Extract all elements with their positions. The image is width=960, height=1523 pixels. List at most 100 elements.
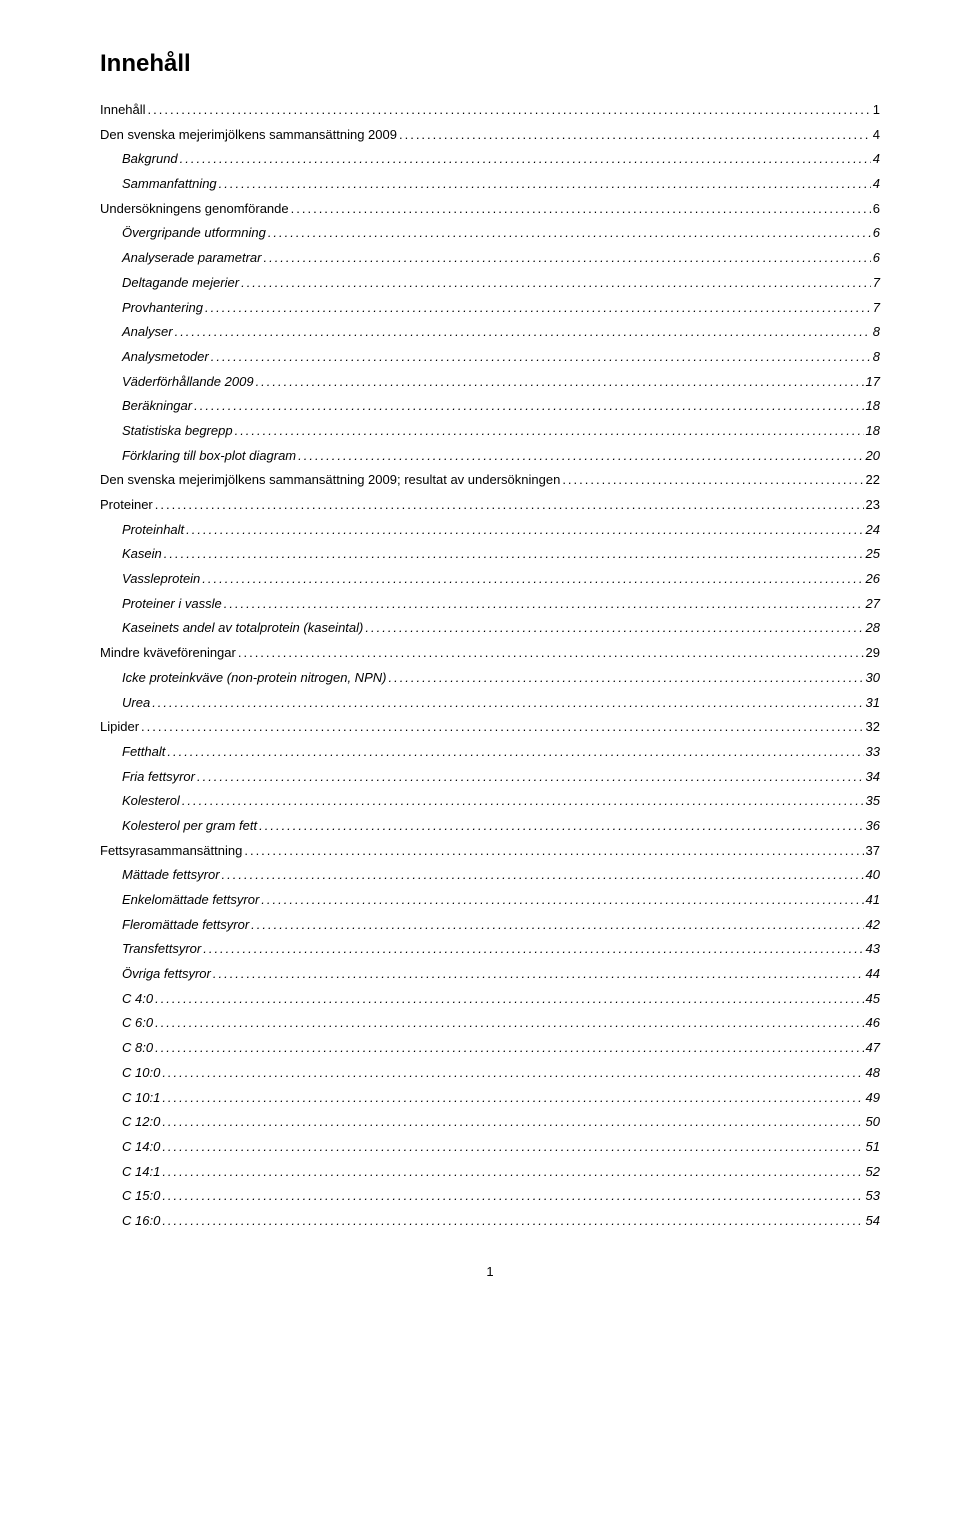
toc-entry-label: Beräkningar xyxy=(122,394,192,419)
toc-dot-leader xyxy=(222,863,864,888)
toc-entry-page: 43 xyxy=(866,937,880,962)
toc-entry-page: 52 xyxy=(866,1160,880,1185)
toc-entry: Kolesterol 35 xyxy=(100,789,880,814)
toc-entry-page: 54 xyxy=(866,1209,880,1234)
toc-entry-page: 8 xyxy=(873,345,880,370)
toc-entry: Beräkningar 18 xyxy=(100,394,880,419)
toc-dot-leader xyxy=(180,147,871,172)
toc-entry-page: 29 xyxy=(866,641,880,666)
toc-entry-label: Övriga fettsyror xyxy=(122,962,211,987)
toc-entry: Fetthalt33 xyxy=(100,740,880,765)
toc-entry-page: 7 xyxy=(873,296,880,321)
toc-entry-page: 27 xyxy=(866,592,880,617)
toc-entry-label: Bakgrund xyxy=(122,147,178,172)
toc-entry: Den svenska mejerimjölkens sammansättnin… xyxy=(100,123,880,148)
toc-dot-leader xyxy=(162,1184,863,1209)
toc-entry: C 10:048 xyxy=(100,1061,880,1086)
toc-entry-page: 25 xyxy=(866,542,880,567)
toc-entry-label: Sammanfattning xyxy=(122,172,217,197)
toc-dot-leader xyxy=(194,394,863,419)
toc-entry-label: Proteiner i vassle xyxy=(122,592,222,617)
toc-entry-page: 4 xyxy=(873,123,880,148)
toc-dot-leader xyxy=(263,246,870,271)
toc-dot-leader xyxy=(244,839,863,864)
toc-entry-page: 17 xyxy=(866,370,880,395)
toc-entry-label: Statistiska begrepp xyxy=(122,419,233,444)
toc-entry: Icke proteinkväve (non-protein nitrogen,… xyxy=(100,666,880,691)
toc-entry-page: 28 xyxy=(866,616,880,641)
toc-dot-leader xyxy=(213,962,864,987)
toc-entry: Kaseinets andel av totalprotein (kaseint… xyxy=(100,616,880,641)
toc-entry: Fettsyrasammansättning 37 xyxy=(100,839,880,864)
toc-dot-leader xyxy=(238,641,864,666)
toc-entry-label: Innehåll xyxy=(100,98,146,123)
toc-entry-label: Fleromättade fettsyror xyxy=(122,913,249,938)
toc-dot-leader xyxy=(256,370,864,395)
toc-entry: Mättade fettsyror40 xyxy=(100,863,880,888)
toc-dot-leader xyxy=(162,1135,863,1160)
toc-dot-leader xyxy=(155,987,863,1012)
toc-dot-leader xyxy=(175,320,871,345)
toc-entry: Statistiska begrepp18 xyxy=(100,419,880,444)
toc-dot-leader xyxy=(298,444,863,469)
toc-entry-page: 24 xyxy=(866,518,880,543)
toc-entry-page: 22 xyxy=(866,468,880,493)
toc-entry: Kasein25 xyxy=(100,542,880,567)
toc-dot-leader xyxy=(202,567,863,592)
toc-dot-leader xyxy=(148,98,871,123)
toc-dot-leader xyxy=(235,419,864,444)
toc-entry: Innehåll1 xyxy=(100,98,880,123)
toc-entry-page: 47 xyxy=(866,1036,880,1061)
toc-entry: Fria fettsyror34 xyxy=(100,765,880,790)
toc-entry: Provhantering7 xyxy=(100,296,880,321)
toc-dot-leader xyxy=(167,740,863,765)
toc-dot-leader xyxy=(259,814,863,839)
toc-entry: Kolesterol per gram fett36 xyxy=(100,814,880,839)
toc-dot-leader xyxy=(141,715,864,740)
toc-entry: Proteiner i vassle 27 xyxy=(100,592,880,617)
toc-entry-label: Enkelomättade fettsyror xyxy=(122,888,259,913)
toc-entry-label: Mindre kväveföreningar xyxy=(100,641,236,666)
toc-entry-label: Fettsyrasammansättning xyxy=(100,839,242,864)
toc-dot-leader xyxy=(162,1110,863,1135)
toc-entry-page: 41 xyxy=(866,888,880,913)
toc-entry-label: Kolesterol xyxy=(122,789,180,814)
toc-entry: Fleromättade fettsyror42 xyxy=(100,913,880,938)
toc-entry-label: Undersökningens genomförande xyxy=(100,197,289,222)
toc-dot-leader xyxy=(152,691,863,716)
toc-entry-label: Den svenska mejerimjölkens sammansättnin… xyxy=(100,123,397,148)
toc-entry-page: 4 xyxy=(873,172,880,197)
toc-entry: C 14:152 xyxy=(100,1160,880,1185)
toc-entry-label: C 12:0 xyxy=(122,1110,160,1135)
toc-dot-leader xyxy=(224,592,864,617)
toc-dot-leader xyxy=(365,616,863,641)
toc-entry: Undersökningens genomförande6 xyxy=(100,197,880,222)
toc-entry-label: Analysmetoder xyxy=(122,345,209,370)
toc-entry-page: 50 xyxy=(866,1110,880,1135)
toc-entry: C 15:053 xyxy=(100,1184,880,1209)
toc-entry: Deltagande mejerier7 xyxy=(100,271,880,296)
page-title: Innehåll xyxy=(100,50,880,78)
toc-entry-label: C 4:0 xyxy=(122,987,153,1012)
toc-entry-page: 8 xyxy=(873,320,880,345)
toc-entry: C 8:047 xyxy=(100,1036,880,1061)
toc-entry-page: 37 xyxy=(866,839,880,864)
toc-entry: C 4:0 45 xyxy=(100,987,880,1012)
toc-entry-page: 18 xyxy=(866,394,880,419)
toc-entry: Övergripande utformning6 xyxy=(100,221,880,246)
toc-entry-page: 30 xyxy=(866,666,880,691)
toc-entry-page: 4 xyxy=(873,147,880,172)
toc-dot-leader xyxy=(388,666,863,691)
toc-dot-leader xyxy=(241,271,871,296)
toc-entry: C 6:046 xyxy=(100,1011,880,1036)
toc-dot-leader xyxy=(182,789,864,814)
toc-dot-leader xyxy=(291,197,871,222)
toc-dot-leader xyxy=(162,1061,863,1086)
toc-entry-page: 32 xyxy=(866,715,880,740)
table-of-contents: Innehåll1Den svenska mejerimjölkens samm… xyxy=(100,98,880,1234)
toc-entry-page: 45 xyxy=(866,987,880,1012)
toc-entry-page: 35 xyxy=(866,789,880,814)
toc-entry: Väderförhållande 200917 xyxy=(100,370,880,395)
toc-entry-label: Förklaring till box-plot diagram xyxy=(122,444,296,469)
toc-entry: Mindre kväveföreningar 29 xyxy=(100,641,880,666)
